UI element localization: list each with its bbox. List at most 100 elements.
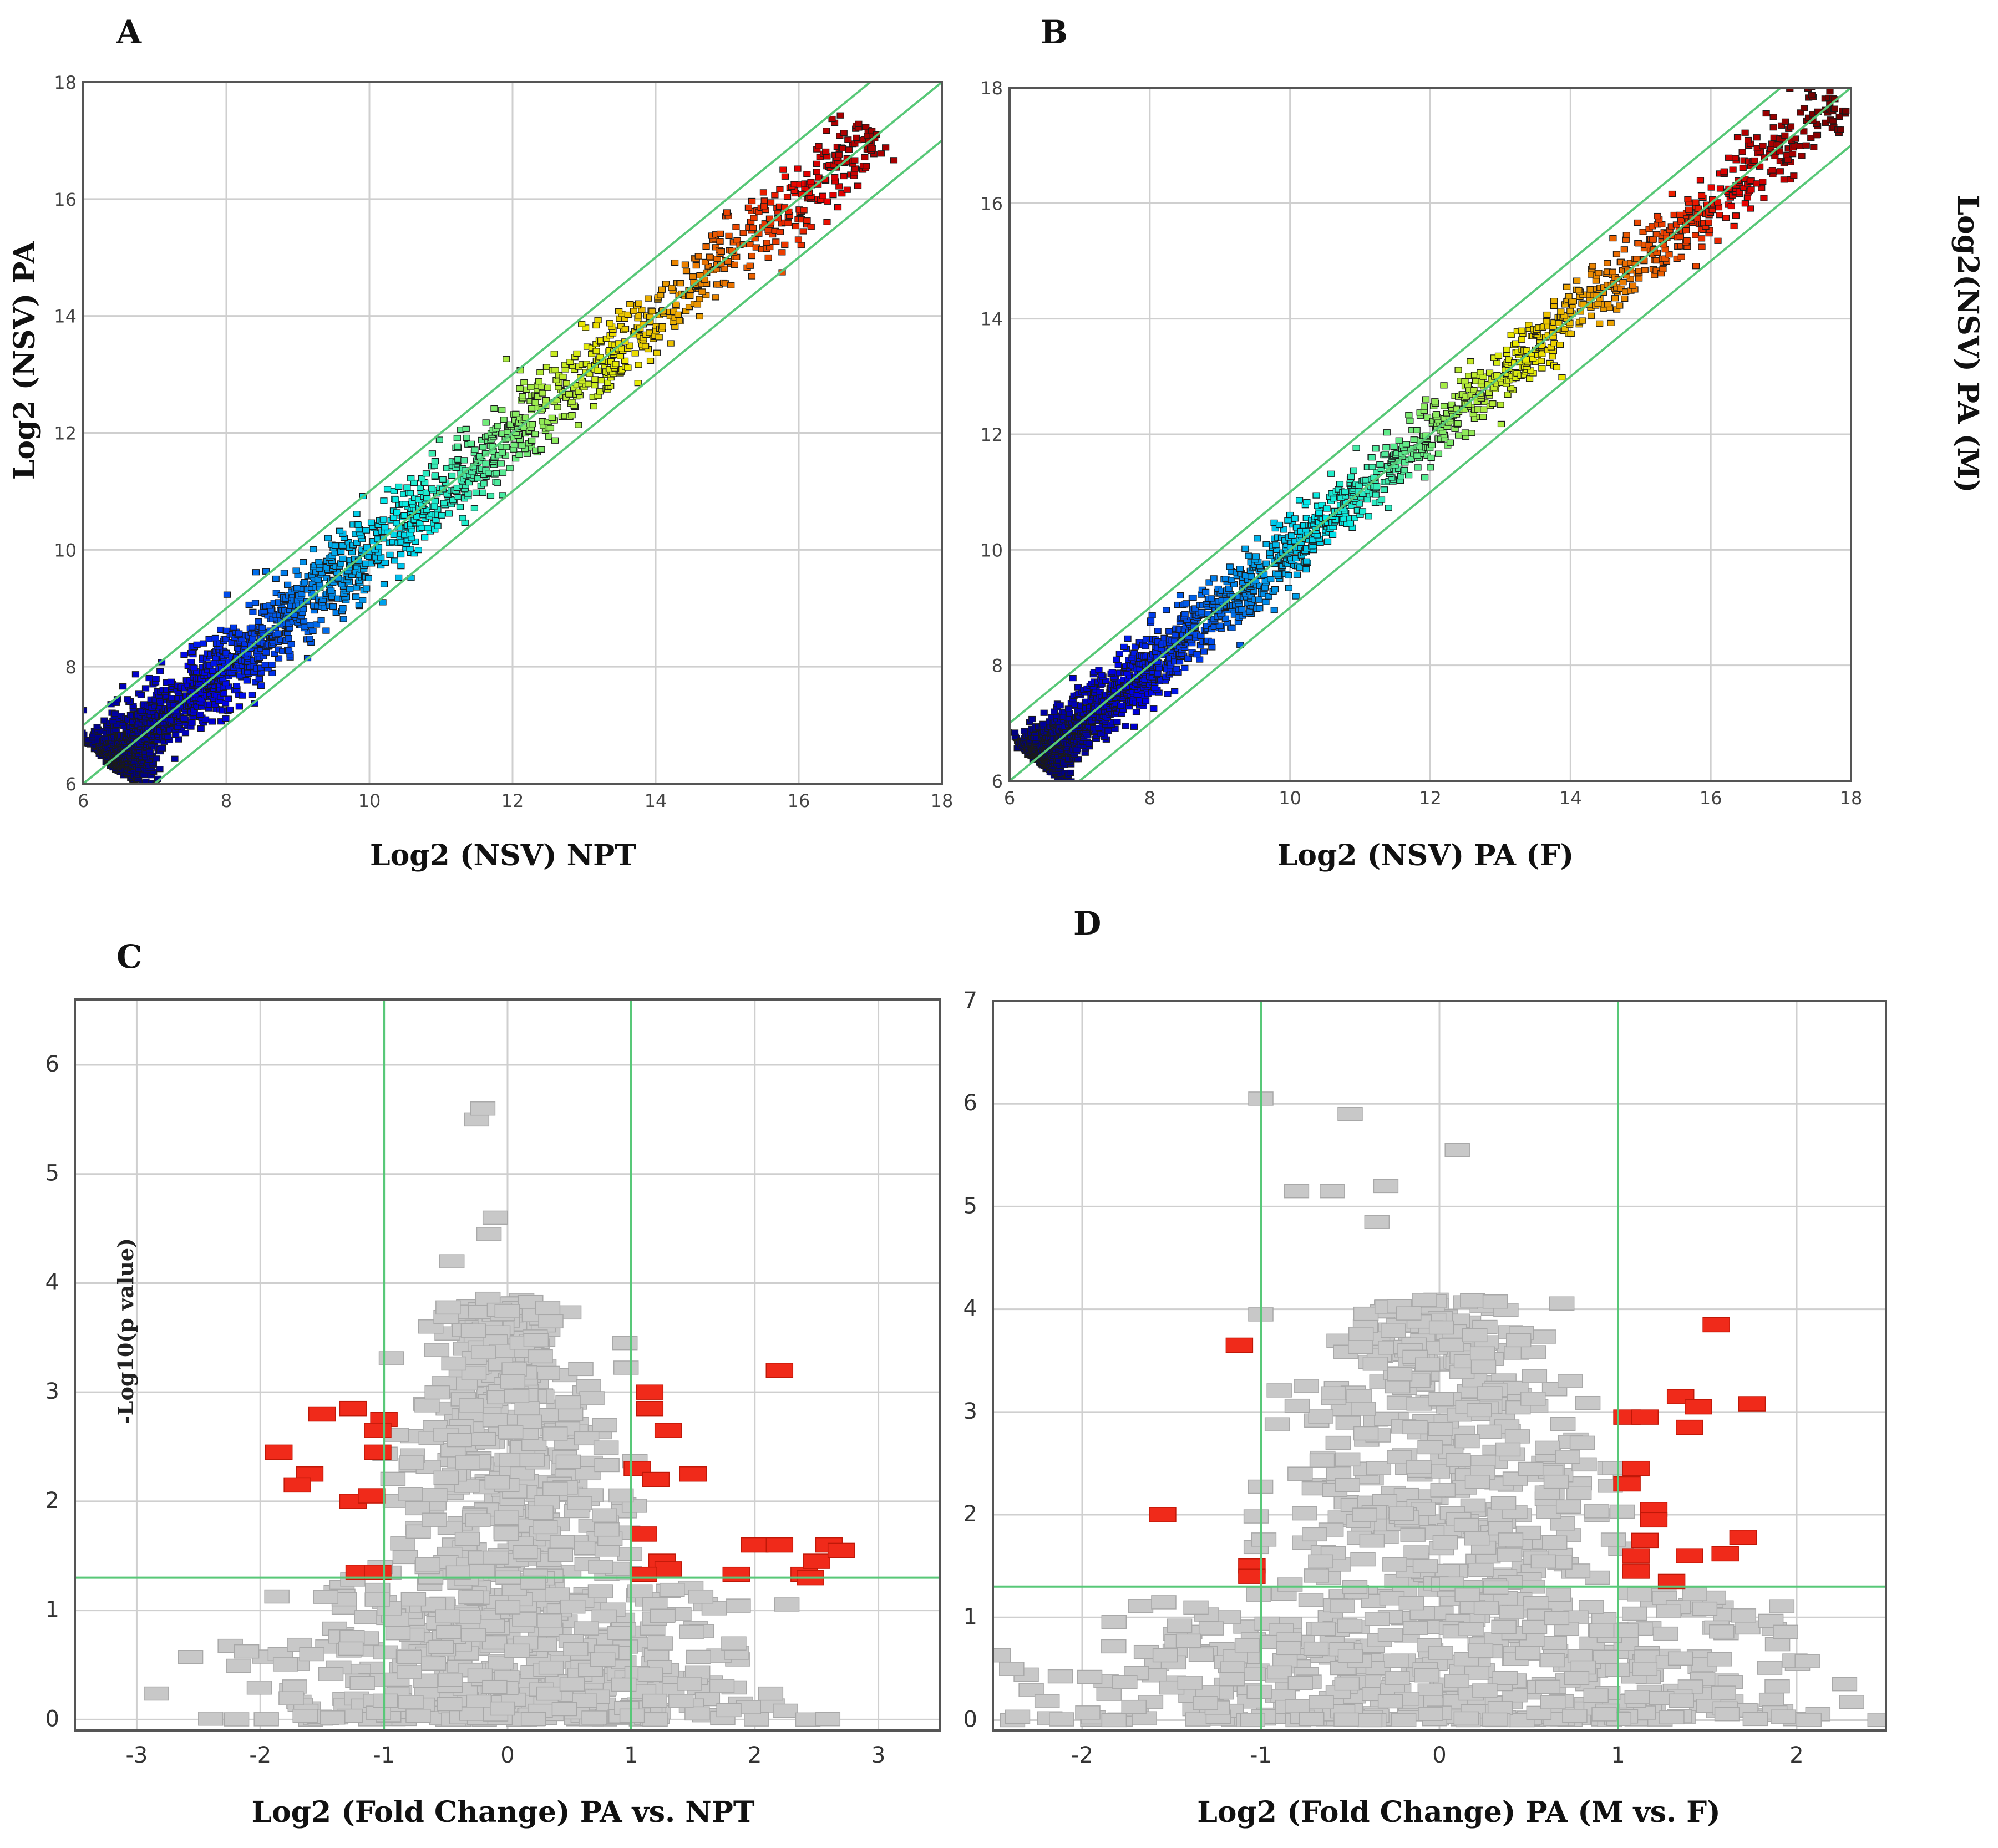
scatter-point	[431, 472, 439, 479]
scatter-point	[840, 130, 848, 136]
scatter-point	[1727, 202, 1735, 210]
scatter-point	[379, 516, 387, 523]
scatter-point	[807, 179, 815, 185]
scatter-point	[145, 674, 153, 682]
scatter-point	[781, 173, 789, 180]
scatter-point	[783, 194, 792, 200]
scatter-point	[527, 384, 535, 390]
scatter-point	[1372, 445, 1380, 452]
scatter-point	[1454, 367, 1462, 373]
scatter-point	[1672, 221, 1681, 228]
scatter-point	[180, 651, 188, 658]
scatter-point	[1607, 319, 1615, 326]
scatter-point	[1228, 577, 1235, 583]
scatter-point	[835, 151, 843, 158]
scatter-point	[537, 446, 545, 453]
scatter-point	[535, 378, 542, 385]
scatter-point	[717, 248, 726, 255]
scatter-point	[418, 475, 426, 482]
scatter-point	[367, 519, 376, 526]
scatter-point	[1122, 723, 1129, 729]
scatter-point	[1676, 211, 1684, 218]
scatter-point	[748, 252, 755, 260]
scatter-point	[471, 446, 479, 453]
scatter-point	[1189, 595, 1197, 601]
scatter-point	[1739, 165, 1747, 171]
scatter-point	[274, 630, 282, 637]
scatter-point	[746, 241, 754, 247]
scatter-point	[1380, 486, 1388, 493]
scatter-point	[1432, 411, 1441, 418]
scatter-point	[1255, 596, 1262, 603]
scatter-point	[395, 483, 403, 490]
scatter-point	[329, 603, 337, 610]
scatter-point	[1654, 212, 1661, 220]
scatter-point	[1120, 643, 1128, 651]
scatter-point	[575, 422, 582, 428]
scatter-point	[732, 224, 740, 230]
scatter-point	[1221, 615, 1229, 622]
scatter-point	[1641, 267, 1649, 273]
scatter-point	[803, 171, 811, 177]
scatter-point	[1154, 671, 1162, 677]
scatter-point	[1713, 199, 1722, 206]
scatter-point	[1104, 728, 1112, 734]
scatter-point	[486, 493, 495, 499]
x-tick-label: 8	[1144, 788, 1155, 809]
scatter-point	[193, 641, 201, 648]
scatter-point	[430, 503, 438, 510]
scatter-point	[1256, 605, 1264, 612]
scatter-point	[364, 575, 372, 582]
scatter-point	[197, 725, 205, 732]
panel-b-label: B	[1041, 13, 1068, 51]
scatter-point	[1497, 402, 1504, 408]
y-tick-label: 10	[54, 540, 77, 561]
scatter-point	[1241, 545, 1249, 552]
scatter-point	[1448, 401, 1456, 408]
scatter-point	[258, 625, 266, 631]
scatter-point	[531, 431, 539, 438]
scatter-point	[1440, 382, 1448, 389]
scatter-point	[1323, 505, 1331, 512]
scatter-point	[472, 489, 480, 496]
scatter-point	[1173, 666, 1180, 672]
x-tick-label: 16	[788, 790, 810, 811]
scatter-point	[626, 342, 633, 349]
scatter-point	[551, 437, 559, 444]
scatter-point	[813, 160, 821, 167]
scatter-point	[764, 227, 772, 233]
scatter-point	[249, 608, 257, 615]
scatter-point	[767, 199, 775, 206]
scatter-point	[1405, 412, 1413, 418]
scatter-point	[1733, 134, 1742, 141]
scatter-point	[322, 627, 330, 634]
scatter-point	[516, 385, 524, 392]
scatter-point	[592, 322, 600, 329]
scatter-point	[1285, 585, 1293, 591]
scatter-point	[712, 294, 719, 301]
scatter-point	[156, 668, 164, 674]
scatter-point	[1028, 715, 1036, 723]
scatter-point	[494, 423, 501, 429]
scatter-point	[1111, 725, 1119, 732]
scatter-point	[449, 497, 457, 504]
scatter-point	[339, 605, 347, 612]
scatter-point	[423, 507, 430, 514]
scatter-point	[1668, 190, 1676, 197]
scatter-point	[1676, 233, 1685, 240]
scatter-point	[1586, 286, 1594, 293]
scatter-point	[776, 186, 784, 192]
scatter-point	[1270, 607, 1278, 613]
scatter-point	[407, 475, 415, 481]
scatter-point	[309, 627, 317, 634]
scatter-point	[698, 288, 706, 295]
scatter-point	[137, 692, 145, 698]
scatter-point	[1747, 205, 1754, 212]
scatter-point	[831, 174, 839, 181]
scatter-point	[454, 494, 462, 500]
scatter-point	[542, 397, 550, 404]
scatter-point	[662, 281, 670, 287]
scatter-point	[275, 655, 283, 662]
panel-a-label: A	[116, 13, 142, 51]
scatter-point	[1635, 240, 1642, 247]
